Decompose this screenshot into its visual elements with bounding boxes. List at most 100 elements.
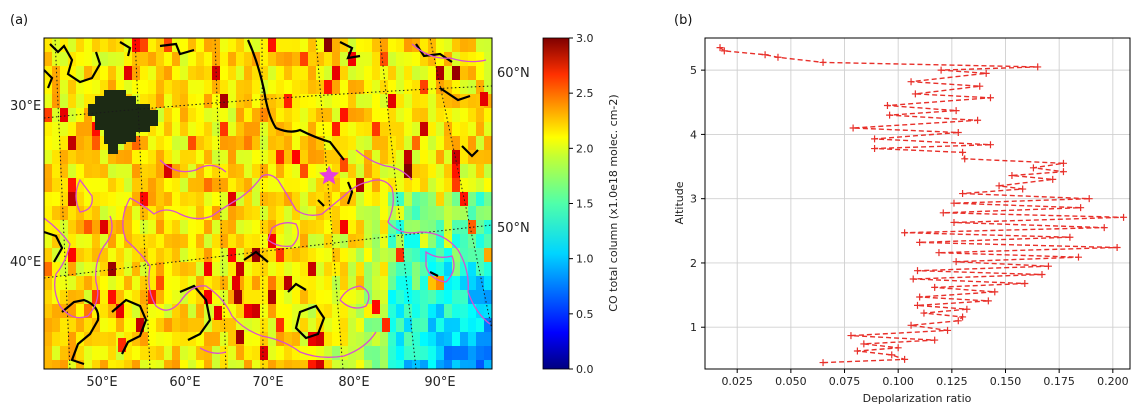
co-pixel <box>348 248 357 263</box>
co-pixel <box>164 150 173 165</box>
co-pixel <box>412 234 421 249</box>
data-point-marker <box>847 332 855 340</box>
co-pixel <box>284 234 293 249</box>
x-axis-label: Depolarization ratio <box>863 392 972 405</box>
co-pixel <box>444 206 453 221</box>
co-pixel <box>332 66 341 81</box>
co-pixel <box>156 360 165 369</box>
co-pixel <box>268 248 277 263</box>
co-pixel <box>76 122 85 137</box>
co-pixel <box>380 52 389 67</box>
co-pixel <box>380 122 389 137</box>
co-pixel <box>220 276 229 291</box>
co-pixel <box>252 108 261 123</box>
co-pixel <box>148 66 157 81</box>
co-pixel <box>460 206 469 221</box>
co-pixel <box>300 220 309 235</box>
co-pixel <box>228 38 237 53</box>
data-point-marker <box>959 148 967 156</box>
co-pixel <box>204 164 213 179</box>
data-point-marker <box>920 309 928 317</box>
co-pixel <box>348 80 357 95</box>
co-pixel <box>396 262 405 277</box>
co-pixel <box>60 360 69 369</box>
co-pixel <box>108 80 117 95</box>
co-pixel <box>404 164 413 179</box>
co-pixel <box>148 136 157 151</box>
co-pixel <box>132 234 141 249</box>
co-pixel <box>268 332 277 347</box>
co-pixel <box>380 136 389 151</box>
co-pixel <box>420 262 429 277</box>
data-point-marker <box>944 326 952 334</box>
co-pixel <box>364 94 373 109</box>
co-pixel <box>428 94 437 109</box>
co-pixel <box>308 220 317 235</box>
co-pixel <box>284 122 293 137</box>
co-pixel <box>260 332 269 347</box>
co-pixel <box>380 150 389 165</box>
co-pixel <box>292 150 301 165</box>
co-pixel <box>204 80 213 95</box>
co-pixel <box>316 136 325 151</box>
co-pixel <box>124 332 133 347</box>
co-pixel <box>44 304 53 319</box>
co-pixel <box>124 164 133 179</box>
co-pixel <box>180 108 189 123</box>
co-pixel <box>316 262 325 277</box>
co-pixel <box>68 332 77 347</box>
co-pixel <box>412 290 421 305</box>
co-pixel <box>260 108 269 123</box>
co-pixel <box>60 52 69 67</box>
co-pixel <box>124 80 133 95</box>
co-pixel <box>164 318 173 333</box>
co-pixel <box>308 248 317 263</box>
co-pixel <box>156 248 165 263</box>
co-pixel <box>188 52 197 67</box>
co-pixel <box>356 290 365 305</box>
co-pixel <box>396 276 405 291</box>
co-pixel <box>364 80 373 95</box>
co-pixel <box>388 248 397 263</box>
co-pixel <box>196 150 205 165</box>
co-pixel <box>436 234 445 249</box>
data-point-marker <box>1021 280 1029 288</box>
co-pixel <box>436 248 445 263</box>
co-pixel <box>188 94 197 109</box>
co-pixel <box>460 248 469 263</box>
co-pixel <box>308 150 317 165</box>
co-pixel <box>356 262 365 277</box>
co-pixel <box>468 178 477 193</box>
co-pixel <box>132 164 141 179</box>
data-point-marker <box>914 267 921 275</box>
co-pixel <box>444 346 453 361</box>
co-pixel <box>132 80 141 95</box>
co-pixel <box>164 360 173 369</box>
data-point-marker <box>911 90 919 98</box>
plot-area <box>705 38 1130 369</box>
co-pixel <box>380 164 389 179</box>
co-pixel <box>140 80 149 95</box>
co-pixel <box>236 360 245 369</box>
co-pixel <box>348 150 357 165</box>
data-point-marker <box>952 258 960 266</box>
co-pixel <box>332 332 341 347</box>
co-pixel <box>276 38 285 53</box>
co-pixel <box>412 346 421 361</box>
co-pixel <box>316 332 325 347</box>
co-pixel <box>404 220 413 235</box>
co-pixel <box>92 164 101 179</box>
co-pixel <box>292 346 301 361</box>
co-pixel <box>428 136 437 151</box>
co-pixel <box>308 136 317 151</box>
co-pixel <box>332 94 341 109</box>
co-pixel <box>460 346 469 361</box>
co-pixel <box>332 52 341 67</box>
co-pixel <box>372 94 381 109</box>
co-pixel <box>52 192 61 207</box>
co-pixel <box>68 276 77 291</box>
co-pixel <box>324 220 333 235</box>
co-pixel <box>196 346 205 361</box>
co-pixel <box>140 164 149 179</box>
co-pixel <box>444 136 453 151</box>
